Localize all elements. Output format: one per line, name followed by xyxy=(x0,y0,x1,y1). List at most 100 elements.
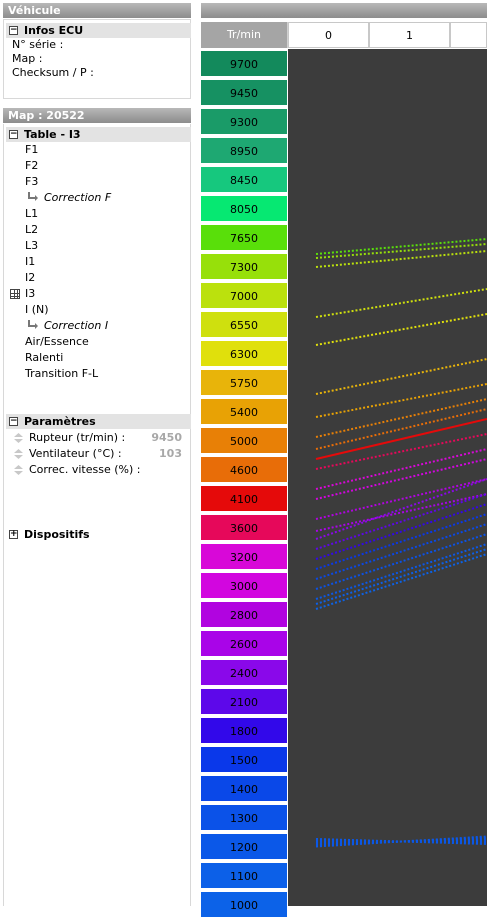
rpm-row[interactable]: 3200 xyxy=(201,544,287,571)
tree-item-correction-f[interactable]: Correction F xyxy=(44,191,112,204)
collapse-icon[interactable]: − xyxy=(9,416,18,426)
rpm-row[interactable]: 8050 xyxy=(201,196,287,223)
rpm-row[interactable]: 1400 xyxy=(201,776,287,803)
rpm-curve xyxy=(315,408,487,450)
rpm-curve xyxy=(315,478,487,540)
rpm-row[interactable]: 1800 xyxy=(201,718,287,745)
correc-vitesse-label: Correc. vitesse (%) : xyxy=(29,463,141,476)
tree-item-i-n[interactable]: I (N) xyxy=(25,303,49,316)
rpm-curve xyxy=(315,553,487,610)
rpm-curve xyxy=(315,533,487,590)
rpm-curve xyxy=(315,458,487,500)
rpm-row[interactable]: 2800 xyxy=(201,602,287,629)
tree-item-l3[interactable]: L3 xyxy=(25,239,39,252)
rpm-row[interactable]: 8450 xyxy=(201,167,287,194)
devices-title: Dispositifs xyxy=(24,528,90,541)
infos-ecu-title: Infos ECU xyxy=(24,24,84,37)
rpm-curve xyxy=(315,548,487,605)
sub-item-arrow-icon xyxy=(28,192,38,201)
ventilateur-label: Ventilateur (°C) : xyxy=(29,447,122,460)
rpm-row[interactable]: 7000 xyxy=(201,283,287,310)
tree-item-ralenti[interactable]: Ralenti xyxy=(25,351,64,364)
rpm-curve xyxy=(315,503,487,560)
rpm-row[interactable]: 9300 xyxy=(201,109,287,136)
rpm-curve xyxy=(315,238,487,255)
devices-header[interactable]: + Dispositifs xyxy=(6,527,191,542)
tree-item-air-essence[interactable]: Air/Essence xyxy=(25,335,89,348)
rpm-curve xyxy=(315,448,487,490)
rpm-row[interactable]: 7300 xyxy=(201,254,287,281)
rpm-row[interactable]: 4600 xyxy=(201,457,287,484)
infos-ecu-header[interactable]: − Infos ECU xyxy=(6,23,191,38)
collapse-icon[interactable]: − xyxy=(9,25,18,35)
curves-plot xyxy=(315,238,487,848)
tree-item-f3[interactable]: F3 xyxy=(25,175,39,188)
rpm-curve xyxy=(315,493,487,550)
rpm-curve xyxy=(315,835,487,848)
spinner-icon[interactable] xyxy=(14,465,23,475)
rpm-curve xyxy=(315,250,487,268)
vehicle-panel-title: Véhicule xyxy=(3,3,191,18)
rpm-row[interactable]: 8950 xyxy=(201,138,287,165)
tree-item-f1[interactable]: F1 xyxy=(25,143,39,156)
grid-panel-titlebar xyxy=(201,3,487,18)
rpm-curve xyxy=(315,243,487,259)
expand-icon[interactable]: + xyxy=(9,529,18,539)
rpm-row[interactable]: 6300 xyxy=(201,341,287,368)
rpm-row[interactable]: 1100 xyxy=(201,863,287,890)
column-header-1[interactable]: 1 xyxy=(369,22,450,48)
tree-item-transition[interactable]: Transition F-L xyxy=(25,367,99,380)
rupteur-label: Rupteur (tr/min) : xyxy=(29,431,126,444)
params-title: Paramètres xyxy=(24,415,96,428)
sub-item-arrow-icon xyxy=(28,320,38,329)
tree-item-i3[interactable]: I3 xyxy=(25,287,36,300)
table-grid-icon xyxy=(10,289,20,299)
tree-item-i1[interactable]: I1 xyxy=(25,255,36,268)
collapse-icon[interactable]: − xyxy=(9,129,18,139)
rpm-row[interactable]: 9700 xyxy=(201,51,287,78)
params-header[interactable]: − Paramètres xyxy=(6,414,191,429)
rpm-row[interactable]: 3000 xyxy=(201,573,287,600)
spinner-icon[interactable] xyxy=(14,449,23,459)
rpm-row[interactable]: 1200 xyxy=(201,834,287,861)
rpm-curve xyxy=(315,313,487,346)
column-header-0[interactable]: 0 xyxy=(288,22,369,48)
rpm-row[interactable]: 2100 xyxy=(201,689,287,716)
rpm-row[interactable]: 1500 xyxy=(201,747,287,774)
rpm-curve xyxy=(315,358,487,395)
rpm-row[interactable]: 2600 xyxy=(201,631,287,658)
rupteur-value[interactable]: 9450 xyxy=(151,431,182,444)
tree-item-l1[interactable]: L1 xyxy=(25,207,39,220)
rpm-curve xyxy=(315,523,487,580)
rpm-curve xyxy=(315,433,487,470)
rpm-row[interactable]: 4100 xyxy=(201,486,287,513)
rpm-curve xyxy=(315,418,487,460)
rpm-row[interactable]: 7650 xyxy=(201,225,287,252)
rpm-row[interactable]: 5000 xyxy=(201,428,287,455)
rpm-curve xyxy=(315,478,487,520)
curves-plot-area xyxy=(288,49,487,906)
rpm-row[interactable]: 6550 xyxy=(201,312,287,339)
rpm-row[interactable]: 5750 xyxy=(201,370,287,397)
spinner-icon[interactable] xyxy=(14,433,23,443)
tree-item-l2[interactable]: L2 xyxy=(25,223,39,236)
rpm-row[interactable]: 1300 xyxy=(201,805,287,832)
rpm-row[interactable]: 5400 xyxy=(201,399,287,426)
rpm-curve xyxy=(315,288,487,318)
ventilateur-value[interactable]: 103 xyxy=(159,447,182,460)
vehicle-panel: − Infos ECU N° série : Map : Checksum / … xyxy=(3,19,191,99)
rpm-curve xyxy=(315,383,487,418)
tree-item-i2[interactable]: I2 xyxy=(25,271,36,284)
rpm-row[interactable]: 9450 xyxy=(201,80,287,107)
tree-item-correction-i[interactable]: Correction I xyxy=(44,319,109,332)
serial-number-label: N° série : xyxy=(12,38,64,51)
table-header[interactable]: − Table - I3 xyxy=(6,127,191,142)
tree-item-f2[interactable]: F2 xyxy=(25,159,39,172)
table-title: Table - I3 xyxy=(24,128,81,141)
rpm-curve xyxy=(315,398,487,438)
map-panel: − Table - I3 F1 F2 F3 Correction F L1 L2… xyxy=(3,124,191,906)
column-header-2[interactable] xyxy=(450,22,487,48)
rpm-row[interactable]: 3600 xyxy=(201,515,287,542)
rpm-row[interactable]: 2400 xyxy=(201,660,287,687)
map-panel-title: Map : 20522 xyxy=(3,108,191,123)
